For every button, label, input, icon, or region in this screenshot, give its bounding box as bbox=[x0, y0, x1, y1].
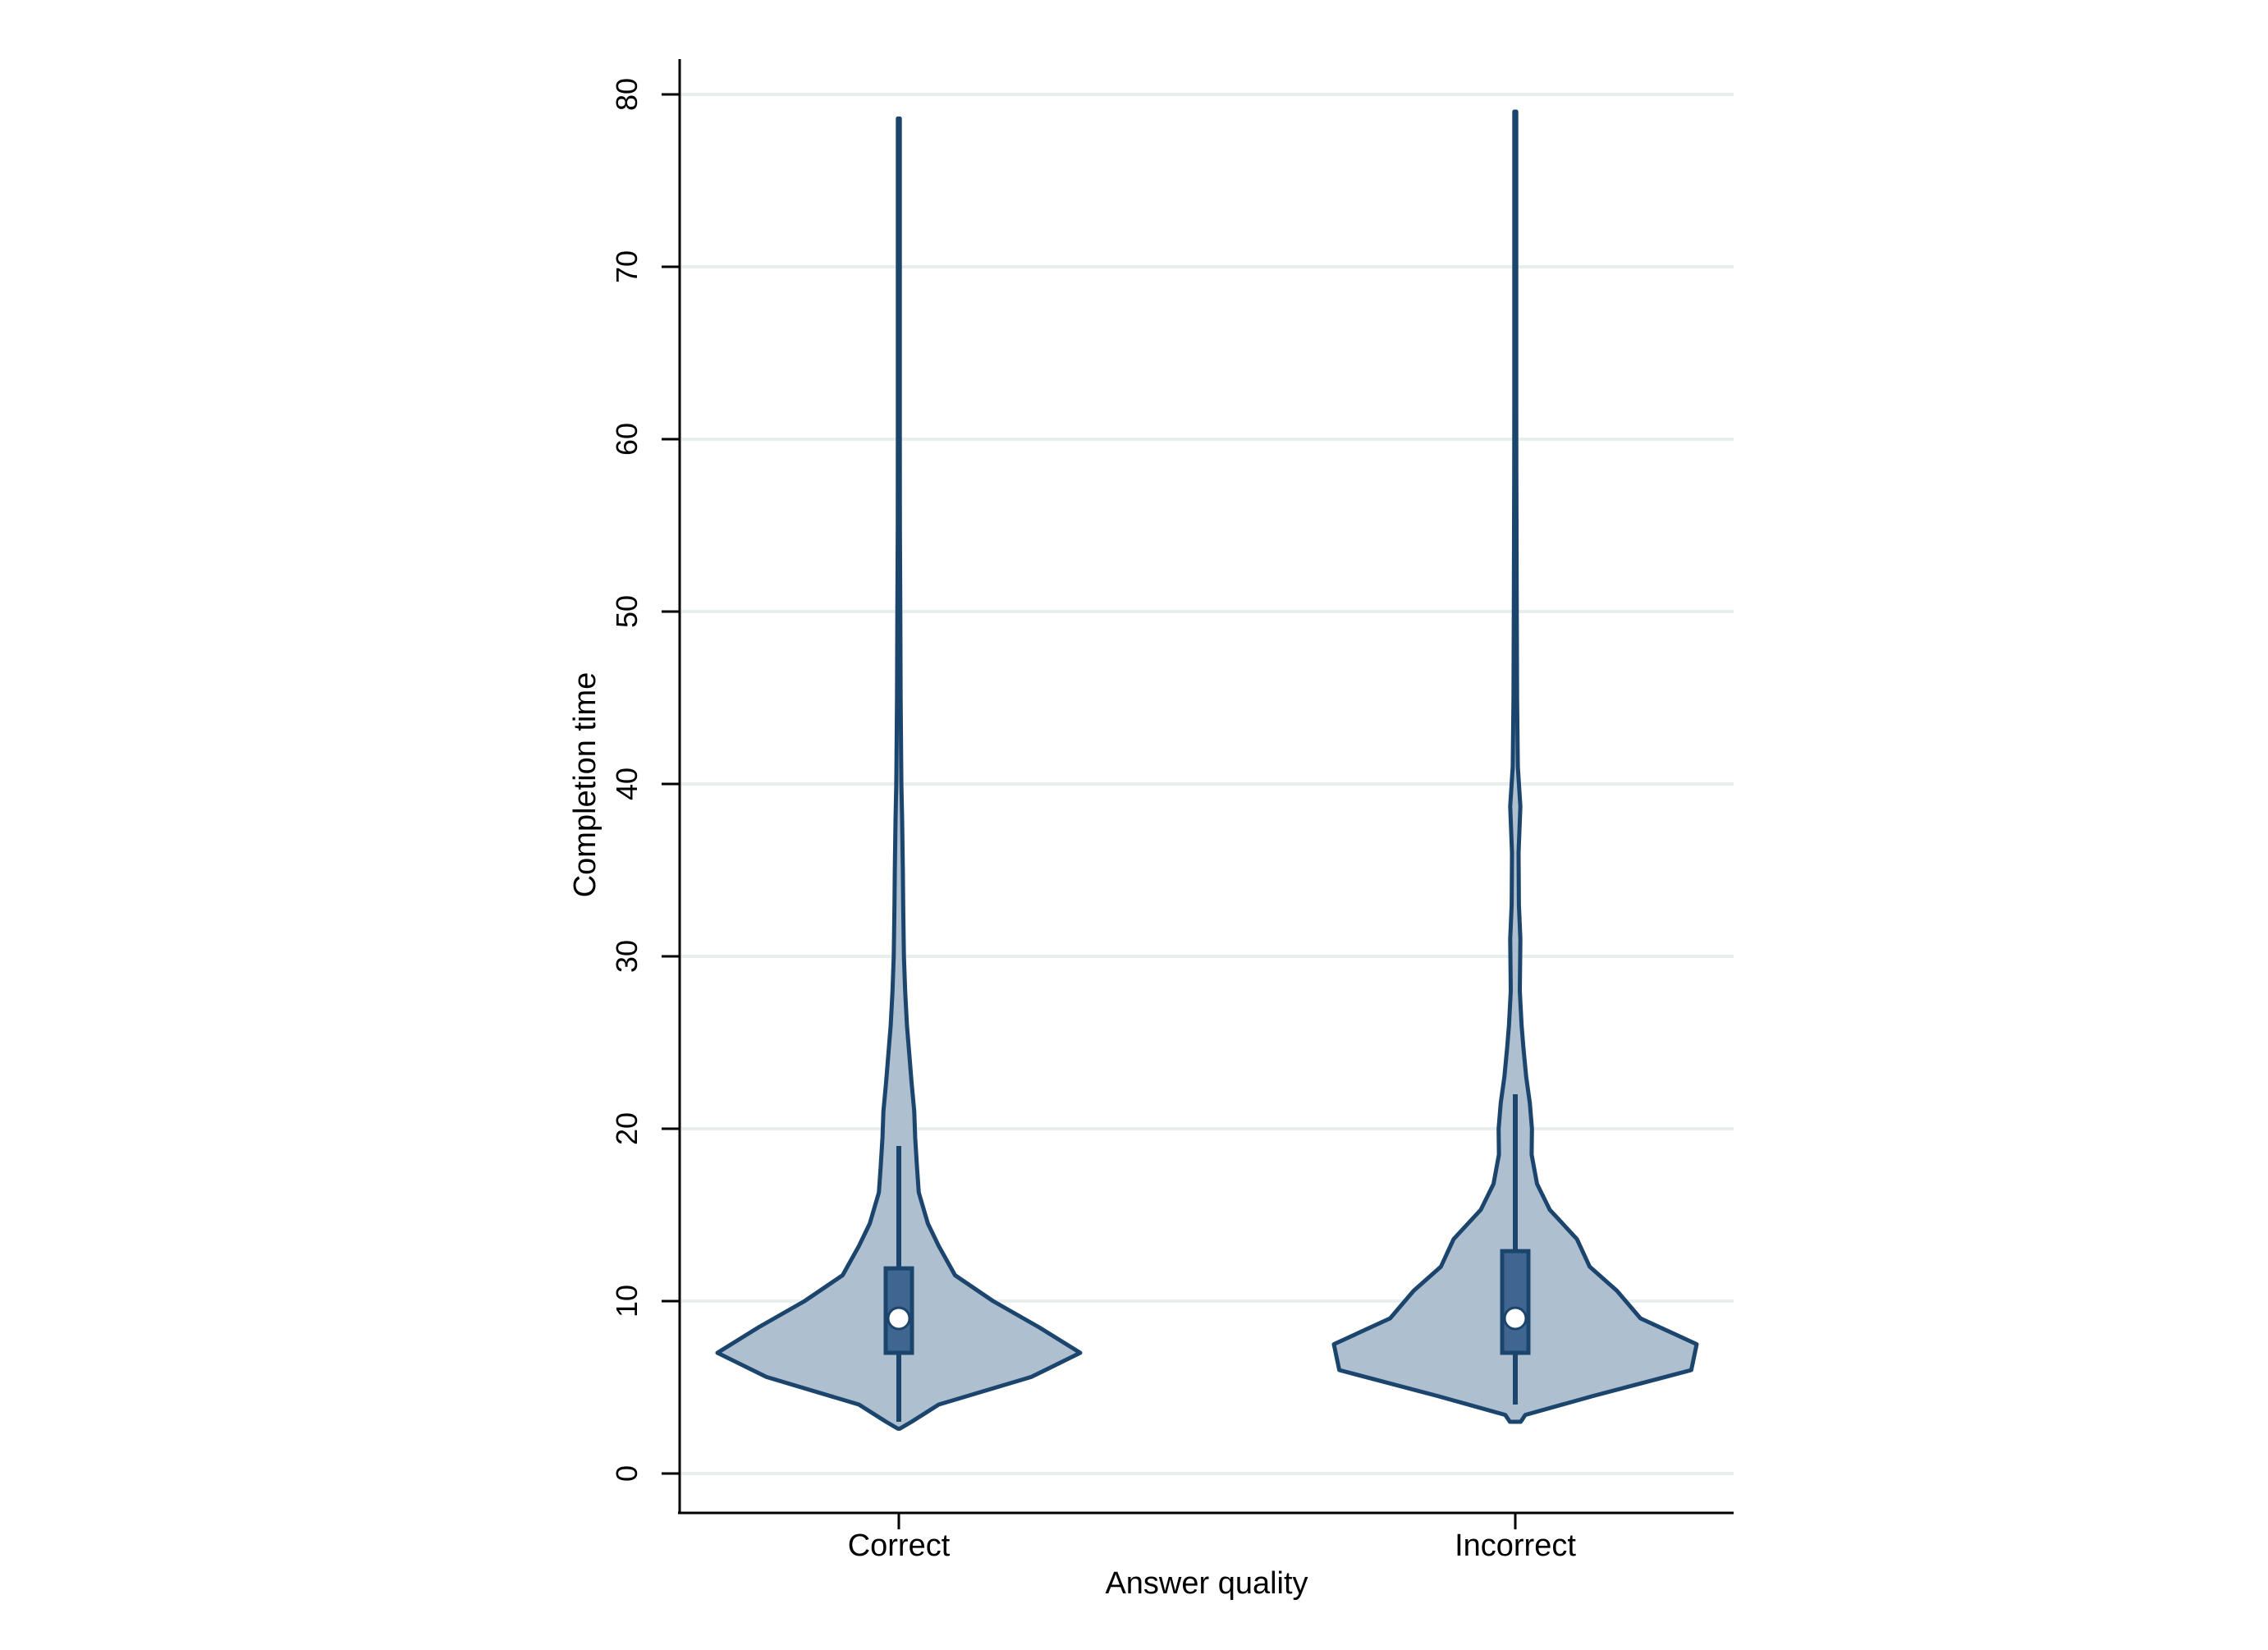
y-tick-label-20: 20 bbox=[610, 1112, 644, 1145]
violins bbox=[715, 109, 1699, 1431]
y-tick-label-30: 30 bbox=[610, 940, 644, 973]
x-axis-title: Answer quality bbox=[1105, 1566, 1308, 1601]
labels: Completion time Answer quality 0 10 20 30 40… bbox=[568, 78, 1576, 1601]
y-tick-label-60: 60 bbox=[610, 423, 644, 456]
y-axis-title: Completion time bbox=[568, 672, 603, 898]
y-tick-label-70: 70 bbox=[610, 250, 644, 283]
y-tick-label-40: 40 bbox=[610, 768, 644, 800]
y-tick-label-0: 0 bbox=[610, 1465, 644, 1482]
median-marker-incorrect bbox=[1503, 1306, 1528, 1331]
iqr-box-incorrect bbox=[1500, 1249, 1531, 1355]
violin-correct bbox=[715, 116, 1083, 1431]
x-tick-label-incorrect: Incorrect bbox=[1455, 1529, 1576, 1563]
axes bbox=[662, 59, 1734, 1529]
y-tick-label-50: 50 bbox=[610, 595, 644, 628]
median-marker-correct bbox=[887, 1306, 911, 1331]
x-tick-label-correct: Correct bbox=[848, 1529, 951, 1563]
violin-incorrect bbox=[1331, 109, 1699, 1424]
y-tick-label-80: 80 bbox=[610, 78, 644, 111]
y-tick-label-10: 10 bbox=[610, 1285, 644, 1318]
